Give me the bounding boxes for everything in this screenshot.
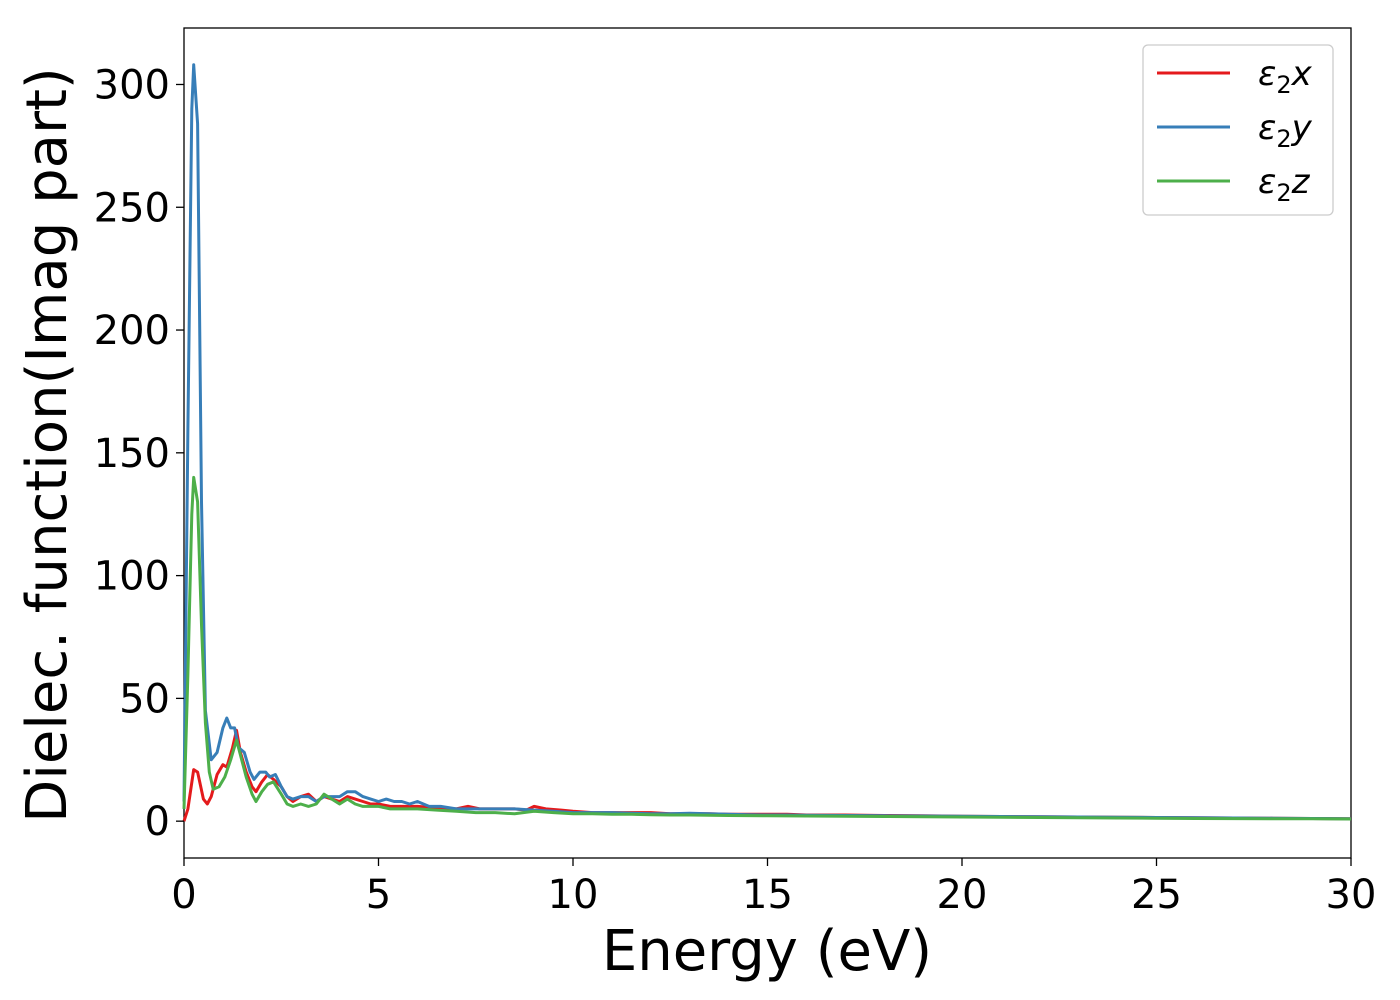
legend-items: ε2x ε2y ε2z [1157, 54, 1313, 207]
x-tick-label: 25 [1131, 872, 1182, 918]
y-tick-label: 50 [119, 676, 170, 722]
x-tick-label: 15 [742, 872, 793, 918]
legend-label: ε2x [1258, 54, 1313, 99]
x-axis: 0 5 10 15 20 25 30 [171, 858, 1376, 918]
series-line-z [182, 475, 1352, 821]
y-tick-label: 250 [94, 185, 170, 231]
legend: ε2x ε2y ε2z [1142, 44, 1334, 216]
x-tick-label: 5 [366, 872, 391, 918]
y-axis: 0 50 100 150 200 250 300 [94, 62, 184, 845]
x-tick-label: 20 [937, 872, 988, 918]
x-tick-label: 10 [548, 872, 599, 918]
y-tick-label: 100 [94, 554, 170, 600]
y-tick-label: 200 [94, 308, 170, 354]
legend-label: ε2y [1258, 108, 1313, 153]
y-tick-label: 300 [94, 62, 170, 108]
y-tick-label: 0 [145, 799, 170, 845]
y-tick-label: 150 [94, 431, 170, 477]
x-axis-label: Energy (eV) [602, 919, 932, 984]
series-layer [182, 63, 1352, 822]
legend-frame [1142, 44, 1334, 216]
legend-label: ε2z [1258, 162, 1311, 207]
x-tick-label: 0 [171, 872, 196, 918]
y-axis-label: Dielec. function(Imag part) [15, 67, 80, 823]
x-tick-label: 30 [1326, 872, 1377, 918]
